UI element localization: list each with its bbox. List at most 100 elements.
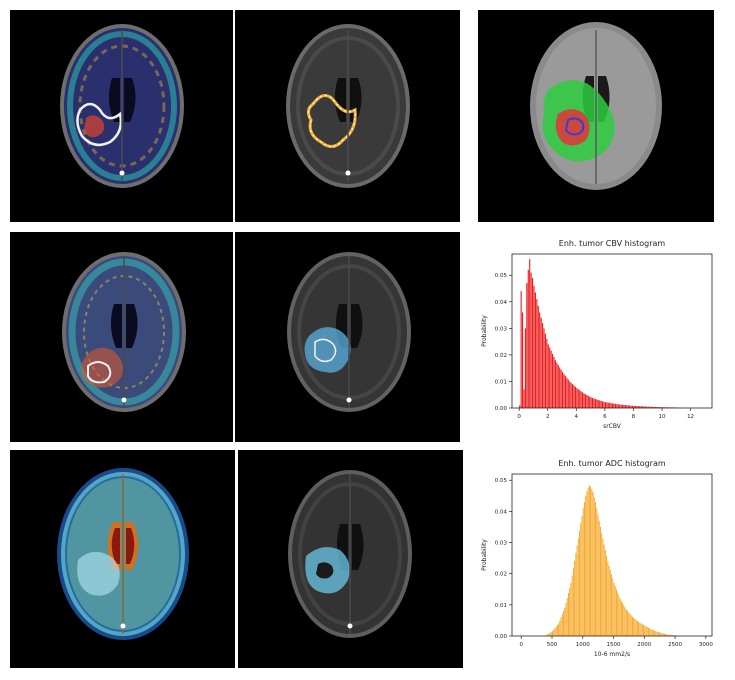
hist-bar bbox=[633, 405, 635, 408]
hist-bar bbox=[582, 508, 584, 636]
hist-bar bbox=[636, 620, 638, 636]
hist-bar bbox=[527, 269, 529, 408]
hist-bar bbox=[655, 631, 657, 636]
x-tick-label: 2000 bbox=[637, 642, 651, 648]
hist-bar bbox=[546, 338, 548, 408]
hist-bar bbox=[646, 627, 648, 636]
hist-bar bbox=[606, 555, 608, 636]
hist-bar bbox=[602, 401, 604, 408]
hist-bar bbox=[570, 382, 572, 408]
hist-bar bbox=[560, 617, 562, 636]
x-axis-label: 10-6 mm2/s bbox=[594, 651, 630, 658]
hist-bar bbox=[519, 405, 521, 408]
hist-bar bbox=[564, 607, 566, 636]
hist-bar bbox=[659, 632, 661, 636]
hist-bar bbox=[617, 592, 619, 636]
hist-bar bbox=[659, 407, 661, 408]
hist-bar bbox=[559, 367, 561, 408]
x-tick-label: 8 bbox=[632, 414, 636, 420]
hist-bar bbox=[637, 406, 639, 408]
x-axis-label: srCBV bbox=[603, 423, 622, 430]
hist-bar bbox=[570, 583, 572, 636]
y-tick-label: 0.05 bbox=[495, 273, 508, 279]
hist-bar bbox=[616, 404, 618, 408]
hist-bar bbox=[553, 357, 555, 408]
hist-bar bbox=[560, 369, 562, 408]
hist-bar bbox=[590, 397, 592, 408]
hist-bar bbox=[573, 385, 575, 408]
hist-bar bbox=[523, 389, 525, 408]
hist-bar bbox=[520, 291, 522, 408]
hist-bar bbox=[557, 364, 559, 408]
hist-bar bbox=[643, 624, 645, 636]
hist-bar bbox=[601, 533, 603, 636]
hist-bar bbox=[626, 405, 628, 408]
hist-frame bbox=[511, 473, 713, 637]
hist-bar bbox=[634, 405, 636, 408]
hist-bar bbox=[650, 406, 652, 408]
hist-bar bbox=[600, 400, 602, 408]
hist-bar bbox=[604, 550, 606, 636]
hist-bar bbox=[574, 560, 576, 636]
r1-perfusion-image bbox=[60, 24, 184, 188]
hist-bar bbox=[646, 406, 648, 408]
hist-bar bbox=[635, 619, 637, 636]
hist-bar bbox=[583, 393, 585, 408]
r1-contour-panel bbox=[235, 10, 460, 222]
x-tick-label: 2500 bbox=[668, 642, 682, 648]
r2-perfusion-image bbox=[62, 252, 186, 412]
y-tick-label: 0.04 bbox=[495, 509, 508, 515]
hist-bar bbox=[657, 632, 659, 636]
hist-bar bbox=[620, 404, 622, 408]
hist-bar bbox=[563, 611, 565, 636]
y-tick-label: 0.03 bbox=[495, 541, 508, 547]
x-tick-label: 12 bbox=[687, 414, 694, 420]
hist-bar bbox=[639, 622, 641, 636]
x-tick-label: 0 bbox=[517, 414, 521, 420]
hist-bar bbox=[549, 347, 551, 408]
hist-bar bbox=[582, 392, 584, 408]
hist-bar bbox=[559, 620, 561, 636]
hist-bar bbox=[628, 612, 630, 636]
hist-bar bbox=[616, 589, 617, 636]
hist-bar bbox=[619, 598, 621, 636]
hist-bar bbox=[617, 404, 619, 408]
hist-bar bbox=[632, 405, 634, 408]
hist-bar bbox=[618, 595, 620, 636]
hist-bar bbox=[634, 618, 636, 636]
hist-bar bbox=[547, 634, 549, 636]
hist-bar bbox=[539, 312, 541, 408]
hist-bar bbox=[581, 515, 583, 636]
r2-tumor-panel bbox=[235, 232, 460, 442]
hist-bar bbox=[597, 514, 599, 636]
hist-bar bbox=[574, 386, 576, 408]
hist-bar bbox=[587, 395, 589, 408]
x-tick-label: 3000 bbox=[699, 642, 713, 648]
hist-bar bbox=[554, 628, 556, 636]
y-tick-label: 0.03 bbox=[495, 326, 508, 332]
hist-bar bbox=[629, 405, 631, 408]
hist-bar bbox=[558, 623, 560, 636]
hist-bar bbox=[603, 544, 605, 636]
hist-bar bbox=[576, 545, 578, 636]
hist-bar bbox=[567, 379, 569, 408]
hist-bar bbox=[580, 391, 582, 408]
hist-bar bbox=[587, 488, 589, 636]
hist-bar bbox=[648, 627, 649, 636]
hist-bar bbox=[530, 272, 532, 408]
hist-bar bbox=[568, 593, 569, 636]
hist-bar bbox=[645, 626, 647, 636]
x-tick-label: 10 bbox=[659, 414, 666, 420]
hist-bar bbox=[540, 317, 542, 408]
y-tick-label: 0.01 bbox=[495, 603, 507, 609]
hist-bar bbox=[534, 292, 536, 408]
hist-bar bbox=[547, 344, 549, 408]
hist-bar bbox=[584, 502, 585, 636]
r1-segmentation-image bbox=[530, 22, 662, 190]
hist-bar bbox=[624, 607, 626, 636]
hist-bar bbox=[566, 377, 568, 408]
hist-bar bbox=[543, 328, 545, 408]
hist-bar bbox=[656, 406, 658, 408]
r3-diffusion-panel bbox=[10, 450, 235, 668]
hist-bar bbox=[572, 384, 574, 408]
